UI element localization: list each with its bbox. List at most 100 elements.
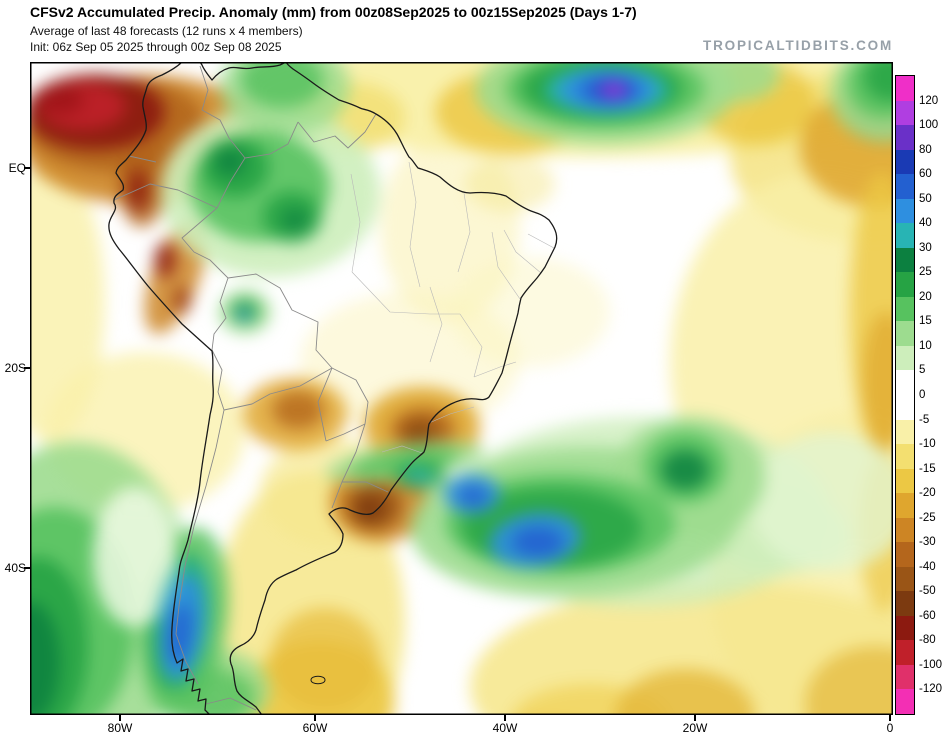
anomaly-blob xyxy=(281,208,309,232)
anomaly-blob xyxy=(36,86,84,114)
anomaly-blob xyxy=(30,602,60,715)
country-borders-path xyxy=(113,65,389,711)
colorbar-tick-label: 50 xyxy=(919,192,932,205)
colorbar-tick-label: 5 xyxy=(919,364,926,377)
anomaly-blob xyxy=(615,669,755,715)
anomaly-blob xyxy=(864,62,893,101)
falkland-islands-path xyxy=(310,675,326,685)
anomaly-blob xyxy=(459,486,487,506)
x-axis-tick xyxy=(119,715,121,721)
colorbar-segment xyxy=(896,542,914,567)
anomaly-blob xyxy=(607,85,623,95)
y-axis-tick xyxy=(24,167,30,169)
x-axis-label: 80W xyxy=(107,721,133,735)
anomaly-blob xyxy=(168,604,192,664)
colorbar-tick-label: -10 xyxy=(919,438,936,451)
anomaly-blob xyxy=(237,308,251,320)
x-axis-tick xyxy=(889,715,891,721)
colorbar-segment xyxy=(896,223,914,248)
colorbar-tick-label: 0 xyxy=(919,389,926,401)
x-axis-label: 60W xyxy=(302,721,328,735)
watermark-text: TROPICALTIDBITS.COM xyxy=(703,38,893,53)
colorbar-tick-label: 15 xyxy=(919,315,932,328)
anomaly-blob xyxy=(512,527,564,557)
x-axis-tick xyxy=(314,715,316,721)
chart-init-line: Init: 06z Sep 05 2025 through 00z Sep 08… xyxy=(30,40,282,54)
colorbar-tick-label: 25 xyxy=(919,266,932,279)
colorbar-segment xyxy=(896,640,914,665)
anomaly-blob xyxy=(240,62,324,108)
colorbar-tick-label: -100 xyxy=(919,658,943,671)
colorbar-segment xyxy=(896,419,914,445)
colorbar-segment xyxy=(896,468,914,494)
chart-subtitle: Average of last 48 forecasts (12 runs x … xyxy=(30,24,303,38)
colorbar-segment xyxy=(896,615,914,641)
colorbar-segment xyxy=(896,321,914,346)
map-area xyxy=(30,62,893,715)
chart-title: CFSv2 Accumulated Precip. Anomaly (mm) f… xyxy=(30,4,637,20)
anomaly-blob xyxy=(127,168,149,212)
colorbar-segment xyxy=(896,76,914,101)
colorbar-tick-label: 120 xyxy=(919,94,939,107)
colorbar-segment xyxy=(896,100,914,126)
colorbar-tick-label: -20 xyxy=(919,487,936,500)
colorbar-segment xyxy=(896,370,914,395)
coastline-path xyxy=(108,62,558,715)
anomaly-blob xyxy=(750,432,893,572)
anomaly-blob xyxy=(214,148,246,176)
colorbar-segment xyxy=(896,444,914,469)
colorbar-segment xyxy=(896,566,914,592)
colorbar-segment xyxy=(896,517,914,543)
x-axis-label: 20W xyxy=(682,721,708,735)
y-axis-label: 40S xyxy=(4,561,26,575)
colorbar: 120 100 80 60 50 40 30 25 20 15 10 5 0 -5 -10 -15 -20 -25… xyxy=(895,75,942,715)
anomaly-blob xyxy=(862,312,893,452)
colorbar-tick-label: 10 xyxy=(919,339,932,352)
colorbar-tick-label: -40 xyxy=(919,560,936,573)
colorbar-segment xyxy=(896,664,914,690)
anomaly-blob xyxy=(355,496,385,522)
colorbar-tick-label: -80 xyxy=(919,634,936,647)
colorbar-tick-label: -30 xyxy=(919,536,936,549)
map-frame xyxy=(30,62,893,715)
colorbar-segment xyxy=(896,689,914,714)
colorbar-tick-label: 60 xyxy=(919,168,932,181)
x-axis-tick xyxy=(504,715,506,721)
anomaly-blob xyxy=(450,257,610,367)
colorbar-tick-label: 100 xyxy=(919,119,939,132)
colorbar-tick-label: 20 xyxy=(919,290,932,303)
anomaly-blob xyxy=(93,487,177,627)
colorbar-tick-label: -60 xyxy=(919,609,936,622)
colorbar-tick-label: -25 xyxy=(919,511,936,524)
colorbar-segment xyxy=(896,149,914,175)
x-axis-label: 40W xyxy=(492,721,518,735)
anomaly-blob xyxy=(154,242,176,278)
y-axis-tick xyxy=(24,567,30,569)
anomaly-blob xyxy=(690,62,780,102)
anomaly-field xyxy=(30,62,893,715)
y-axis-tick xyxy=(24,367,30,369)
anomaly-blob xyxy=(465,156,555,212)
y-axis-label: 20S xyxy=(4,361,26,375)
anomaly-blob xyxy=(270,608,380,712)
anomaly-blob xyxy=(661,450,709,490)
anomaly-blob xyxy=(272,391,324,429)
colorbar-segment xyxy=(896,395,914,420)
colorbar-segment xyxy=(896,247,914,273)
anomaly-blob xyxy=(173,286,191,314)
colorbar-segment xyxy=(896,345,914,371)
colorbar-segment xyxy=(896,493,914,518)
colorbar-tick-label: 40 xyxy=(919,217,932,230)
colorbar-segment xyxy=(896,125,914,150)
colorbar-tick-label: 30 xyxy=(919,241,932,254)
colorbar-labels: 120 100 80 60 50 40 30 25 20 15 10 5 0 -5 -10 -15 -20 -25… xyxy=(896,76,942,714)
x-axis-tick xyxy=(694,715,696,721)
colorbar-segment xyxy=(896,591,914,616)
colorbar-tick-label: 80 xyxy=(919,143,932,156)
anomaly-blob xyxy=(470,582,893,715)
anomaly-blob xyxy=(403,420,437,444)
colorbar-segment xyxy=(896,174,914,199)
map-canvas xyxy=(30,62,893,715)
anomaly-blob xyxy=(402,467,434,485)
